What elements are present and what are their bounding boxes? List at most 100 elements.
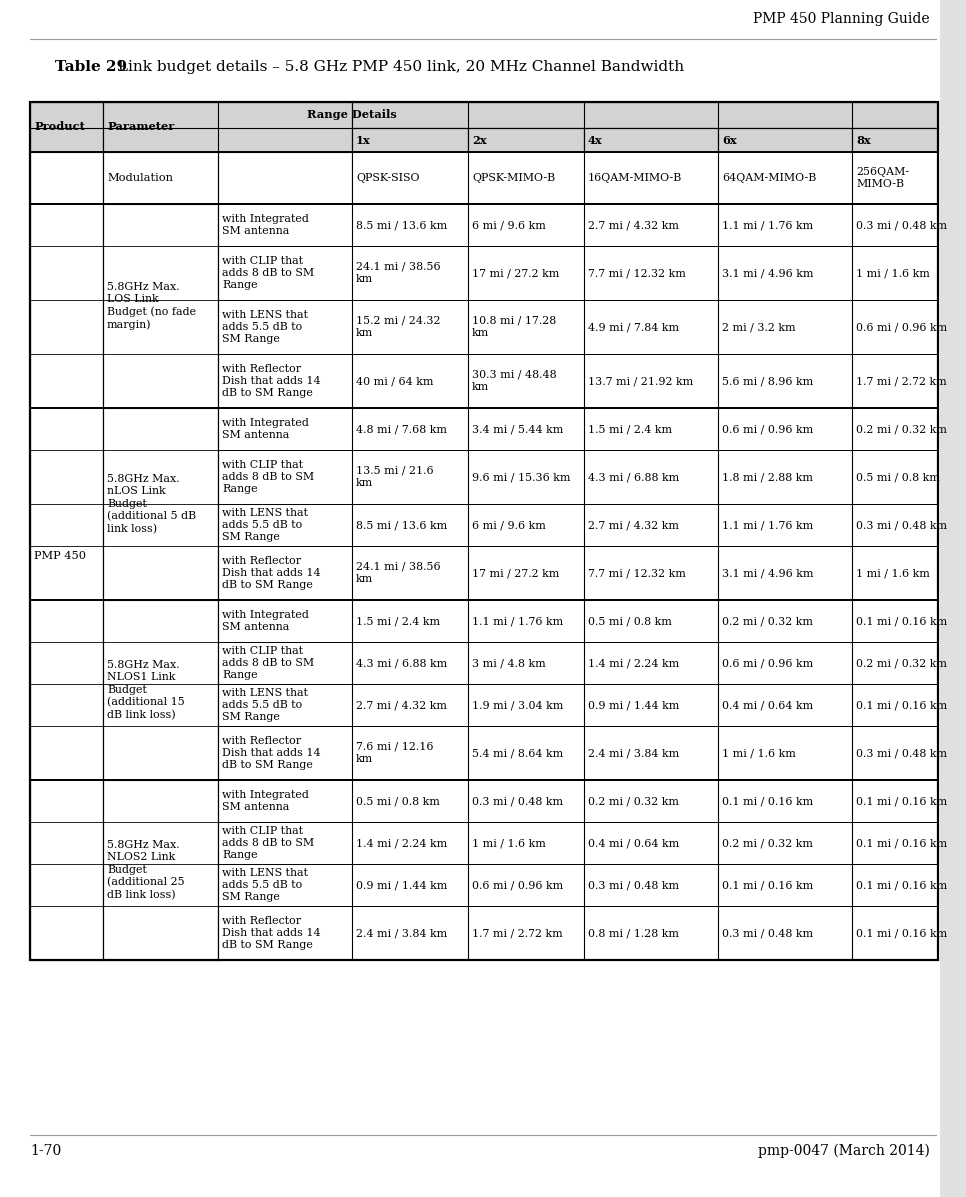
Bar (352, 864, 468, 906)
Bar (718, 128, 852, 152)
Text: 0.1 mi / 0.16 km: 0.1 mi / 0.16 km (856, 796, 948, 806)
Bar (852, 642, 938, 683)
Text: 0.1 mi / 0.16 km: 0.1 mi / 0.16 km (856, 616, 948, 626)
Bar (352, 152, 468, 203)
Bar (218, 354, 352, 408)
Text: 17 mi / 27.2 km: 17 mi / 27.2 km (472, 268, 559, 278)
Text: 0.3 mi / 0.48 km: 0.3 mi / 0.48 km (856, 220, 947, 230)
Text: 1.1 mi / 1.76 km: 1.1 mi / 1.76 km (722, 519, 813, 530)
Bar (718, 408, 852, 450)
Text: 0.3 mi / 0.48 km: 0.3 mi / 0.48 km (472, 796, 563, 806)
Bar (30, 152, 103, 960)
Bar (468, 450, 584, 504)
Bar (718, 906, 852, 960)
Bar (718, 780, 852, 822)
Bar (718, 504, 852, 546)
Text: 6 mi / 9.6 km: 6 mi / 9.6 km (472, 220, 546, 230)
Bar (584, 152, 718, 203)
Bar (352, 203, 468, 247)
Bar (584, 642, 718, 683)
Text: Range Details: Range Details (307, 109, 397, 121)
Bar (103, 128, 352, 152)
Text: 10.8 mi / 17.28
km: 10.8 mi / 17.28 km (472, 316, 556, 339)
Bar (352, 102, 938, 128)
Bar (584, 780, 718, 822)
Bar (852, 354, 938, 408)
Bar (852, 727, 938, 780)
Text: 8.5 mi / 13.6 km: 8.5 mi / 13.6 km (356, 220, 447, 230)
Text: 2.4 mi / 3.84 km: 2.4 mi / 3.84 km (588, 748, 679, 758)
Text: 0.1 mi / 0.16 km: 0.1 mi / 0.16 km (856, 838, 948, 847)
Bar (584, 864, 718, 906)
Text: 0.2 mi / 0.32 km: 0.2 mi / 0.32 km (856, 658, 947, 668)
Bar (218, 203, 352, 247)
Text: 4.3 mi / 6.88 km: 4.3 mi / 6.88 km (588, 472, 679, 482)
Text: QPSK-SISO: QPSK-SISO (356, 174, 419, 183)
Bar (218, 642, 352, 683)
Bar (718, 152, 852, 203)
Text: 6 mi / 9.6 km: 6 mi / 9.6 km (472, 519, 546, 530)
Text: PMP 450 Planning Guide: PMP 450 Planning Guide (753, 12, 930, 26)
Text: 1 mi / 1.6 km: 1 mi / 1.6 km (856, 569, 930, 578)
Text: 1.1 mi / 1.76 km: 1.1 mi / 1.76 km (472, 616, 563, 626)
Text: 2.7 mi / 4.32 km: 2.7 mi / 4.32 km (588, 220, 679, 230)
Text: with Reflector
Dish that adds 14
dB to SM Range: with Reflector Dish that adds 14 dB to S… (222, 364, 321, 399)
Bar (852, 600, 938, 642)
Text: 0.4 mi / 0.64 km: 0.4 mi / 0.64 km (722, 700, 813, 710)
Text: 0.5 mi / 0.8 km: 0.5 mi / 0.8 km (856, 472, 940, 482)
Text: 0.1 mi / 0.16 km: 0.1 mi / 0.16 km (856, 880, 948, 891)
Text: 8x: 8x (856, 134, 870, 146)
Bar (468, 247, 584, 300)
Text: with Reflector
Dish that adds 14
dB to SM Range: with Reflector Dish that adds 14 dB to S… (222, 555, 321, 590)
Text: 3.1 mi / 4.96 km: 3.1 mi / 4.96 km (722, 268, 813, 278)
Bar (852, 408, 938, 450)
Text: with LENS that
adds 5.5 dB to
SM Range: with LENS that adds 5.5 dB to SM Range (222, 310, 308, 345)
Bar (468, 152, 584, 203)
Bar (718, 354, 852, 408)
Text: PMP 450: PMP 450 (34, 551, 86, 561)
Text: 1.5 mi / 2.4 km: 1.5 mi / 2.4 km (588, 424, 672, 435)
Bar (468, 504, 584, 546)
Bar (718, 864, 852, 906)
Bar (584, 546, 718, 600)
Bar (718, 546, 852, 600)
Bar (852, 203, 938, 247)
Bar (718, 203, 852, 247)
Text: with LENS that
adds 5.5 dB to
SM Range: with LENS that adds 5.5 dB to SM Range (222, 687, 308, 723)
Bar (352, 780, 468, 822)
Text: 5.8GHz Max.
NLOS1 Link
Budget
(additional 15
dB link loss): 5.8GHz Max. NLOS1 Link Budget (additiona… (107, 660, 185, 721)
Bar (940, 0, 966, 1197)
Text: with Integrated
SM antenna: with Integrated SM antenna (222, 418, 309, 440)
Text: 13.5 mi / 21.6
km: 13.5 mi / 21.6 km (356, 466, 434, 488)
Text: 3.1 mi / 4.96 km: 3.1 mi / 4.96 km (722, 569, 813, 578)
Bar (218, 408, 352, 450)
Bar (852, 152, 938, 203)
Text: 4x: 4x (588, 134, 603, 146)
Text: 0.5 mi / 0.8 km: 0.5 mi / 0.8 km (356, 796, 440, 806)
Bar (352, 450, 468, 504)
Bar (718, 642, 852, 683)
Bar (352, 906, 468, 960)
Text: Link budget details – 5.8 GHz PMP 450 link, 20 MHz Channel Bandwidth: Link budget details – 5.8 GHz PMP 450 li… (113, 60, 684, 74)
Bar (584, 408, 718, 450)
Bar (718, 450, 852, 504)
Text: 0.3 mi / 0.48 km: 0.3 mi / 0.48 km (588, 880, 679, 891)
Text: 0.6 mi / 0.96 km: 0.6 mi / 0.96 km (722, 424, 813, 435)
Text: 2.4 mi / 3.84 km: 2.4 mi / 3.84 km (356, 928, 447, 938)
Bar (468, 354, 584, 408)
Bar (103, 600, 218, 780)
Bar (103, 152, 352, 203)
Text: 1 mi / 1.6 km: 1 mi / 1.6 km (722, 748, 796, 758)
Text: 8.5 mi / 13.6 km: 8.5 mi / 13.6 km (356, 519, 447, 530)
Bar (218, 727, 352, 780)
Text: with LENS that
adds 5.5 dB to
SM Range: with LENS that adds 5.5 dB to SM Range (222, 868, 308, 903)
Bar (852, 450, 938, 504)
Text: with CLIP that
adds 8 dB to SM
Range: with CLIP that adds 8 dB to SM Range (222, 645, 314, 680)
Bar (718, 300, 852, 354)
Bar (218, 247, 352, 300)
Text: pmp-0047 (March 2014): pmp-0047 (March 2014) (758, 1144, 930, 1159)
Bar (584, 203, 718, 247)
Text: 1-70: 1-70 (30, 1144, 61, 1157)
Bar (218, 822, 352, 864)
Bar (468, 822, 584, 864)
